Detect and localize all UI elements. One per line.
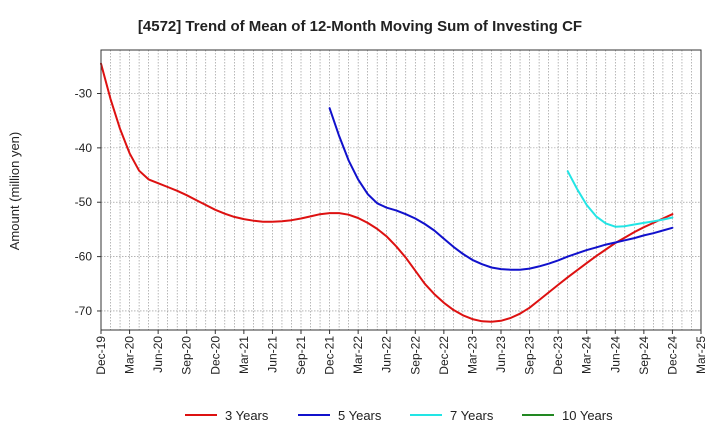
y-tick-label: -30 xyxy=(75,86,93,100)
x-tick-label: Dec-24 xyxy=(665,336,679,375)
x-tick-label: Dec-20 xyxy=(208,336,222,375)
x-tick-label: Mar-20 xyxy=(123,336,137,374)
x-tick-label: Mar-22 xyxy=(351,336,365,374)
x-tick-label: Jun-21 xyxy=(265,336,279,373)
x-axis-ticks: Dec-19 Mar-20 Jun-20 Sep-20 Dec-20 Mar-21 Jun-… xyxy=(94,330,708,375)
series-layer xyxy=(100,62,674,323)
legend-label-10-years: 10 Years xyxy=(562,408,613,423)
y-axis-label: Amount (million yen) xyxy=(7,132,22,251)
x-tick-label: Sep-23 xyxy=(523,336,537,375)
x-tick-label: Mar-23 xyxy=(465,336,479,374)
y-tick-label: -70 xyxy=(75,304,93,318)
series-line-7-years xyxy=(566,170,674,228)
x-tick-label: Sep-20 xyxy=(180,336,194,375)
y-tick-label: -50 xyxy=(75,195,93,209)
x-tick-label: Jun-20 xyxy=(151,336,165,373)
legend: 3 Years 5 Years 7 Years 10 Years xyxy=(185,408,613,423)
x-tick-label: Dec-21 xyxy=(323,336,337,375)
x-tick-label: Mar-25 xyxy=(694,336,708,374)
x-tick-label: Sep-24 xyxy=(637,336,651,375)
legend-label-5-years: 5 Years xyxy=(338,408,382,423)
x-tick-label: Jun-23 xyxy=(494,336,508,373)
y-axis-ticks: -30 -40 -50 -60 -70 xyxy=(75,86,101,318)
x-tick-label: Dec-22 xyxy=(437,336,451,375)
legend-label-7-years: 7 Years xyxy=(450,408,494,423)
plot-area-frame xyxy=(100,49,702,331)
x-tick-label: Dec-19 xyxy=(94,336,108,375)
grid xyxy=(101,50,701,330)
series-line-5-years xyxy=(328,107,674,271)
x-tick-label: Jun-22 xyxy=(380,336,394,373)
y-tick-label: -60 xyxy=(75,250,93,264)
x-tick-label: Dec-23 xyxy=(551,336,565,375)
x-tick-label: Mar-24 xyxy=(580,336,594,374)
series-line-3-years xyxy=(100,62,674,323)
chart-title: [4572] Trend of Mean of 12-Month Moving … xyxy=(138,18,582,35)
x-tick-label: Jun-24 xyxy=(608,336,622,373)
legend-label-3-years: 3 Years xyxy=(225,408,269,423)
x-tick-label: Sep-21 xyxy=(294,336,308,375)
x-tick-label: Mar-21 xyxy=(237,336,251,374)
y-tick-label: -40 xyxy=(75,141,93,155)
x-tick-label: Sep-22 xyxy=(408,336,422,375)
